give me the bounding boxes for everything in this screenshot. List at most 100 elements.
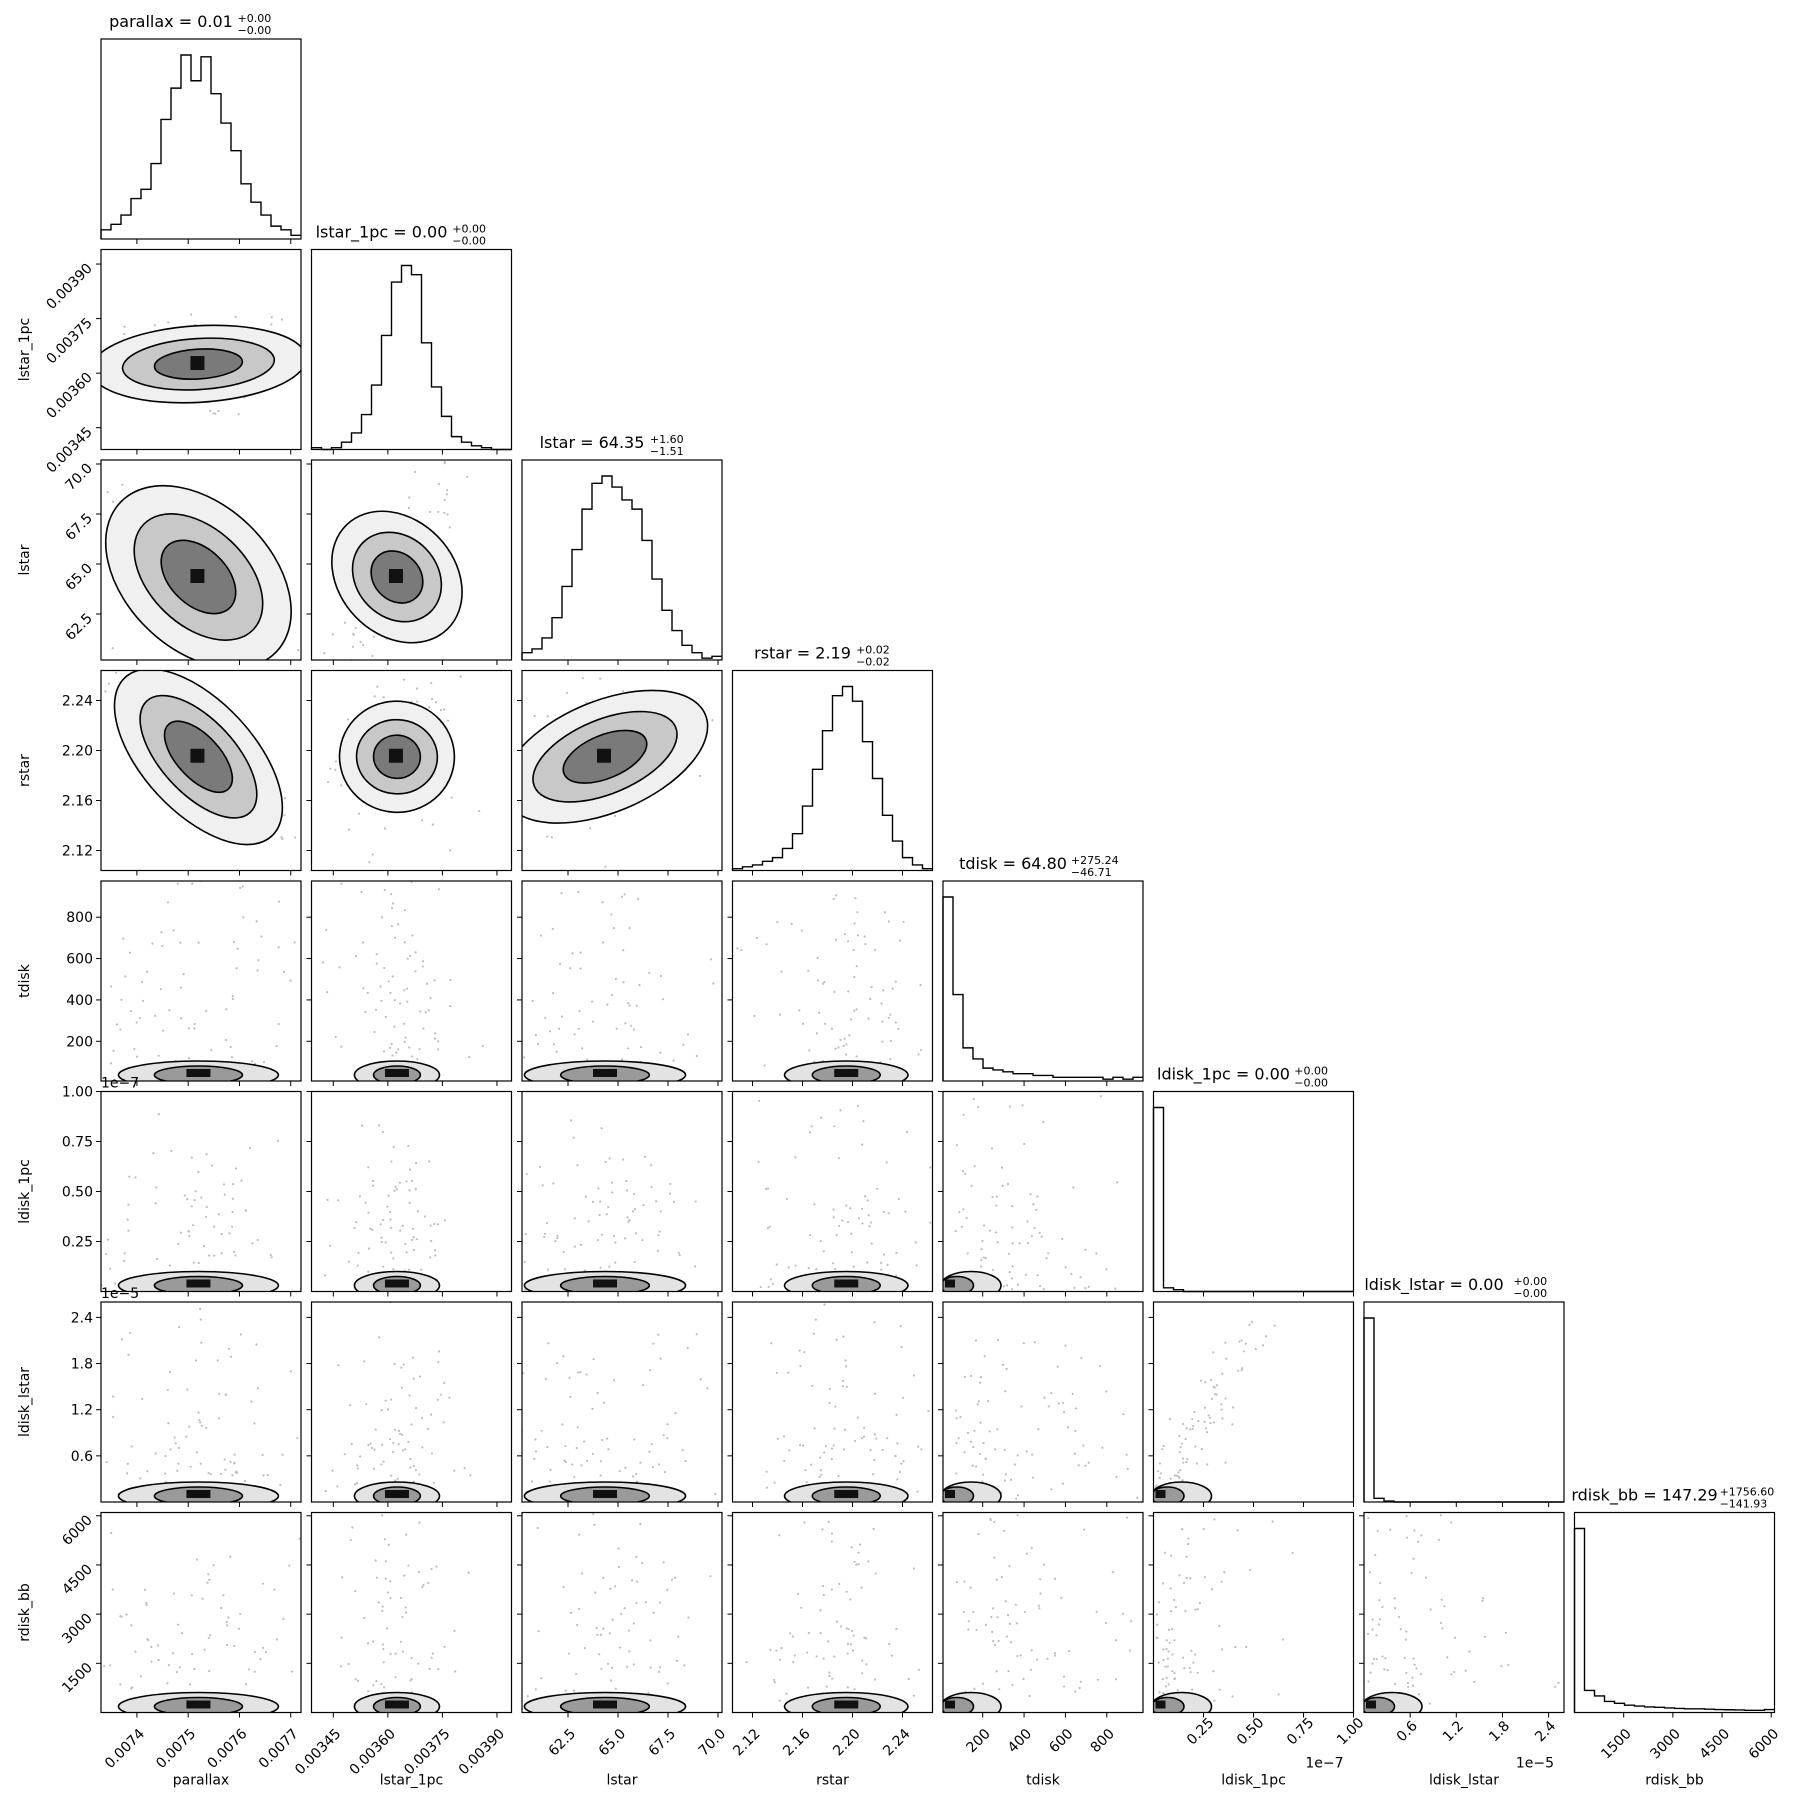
sample-point — [394, 1479, 397, 1482]
sample-point — [390, 1042, 393, 1045]
sample-point — [543, 1235, 546, 1239]
sample-point — [1196, 1608, 1199, 1611]
sample-point — [764, 1187, 768, 1191]
sample-point — [583, 1440, 586, 1443]
sample-point — [611, 1181, 614, 1184]
sample-point — [1203, 1406, 1206, 1409]
sample-point — [1065, 1366, 1067, 1368]
y-tick-label: 0.00390 — [44, 261, 96, 313]
sample-point — [572, 1136, 575, 1139]
sample-point — [449, 978, 452, 981]
panel-content — [321, 881, 484, 1081]
sample-point — [567, 855, 569, 857]
sample-point — [846, 1642, 849, 1646]
y-tick-label: 200 — [66, 1034, 93, 1050]
sample-point — [618, 1469, 621, 1473]
sample-point — [994, 1448, 997, 1451]
sample-point — [199, 1307, 202, 1311]
sample-point — [1231, 1695, 1234, 1698]
sample-point — [625, 1180, 628, 1183]
sample-point — [508, 1479, 510, 1481]
sample-point — [564, 1689, 567, 1692]
panel-title: ldisk_lstar = 0.00 — [1364, 1275, 1503, 1295]
sample-point — [860, 1207, 864, 1210]
sample-point — [745, 1661, 748, 1664]
sample-point — [1482, 1597, 1485, 1600]
sample-point — [1413, 1529, 1416, 1532]
sample-point — [657, 1463, 661, 1466]
sample-point — [1014, 1603, 1017, 1606]
sample-point — [973, 1429, 976, 1432]
sample-point — [894, 1404, 896, 1406]
sample-point — [157, 1054, 160, 1057]
sample-point — [900, 1462, 903, 1465]
sample-point — [197, 1411, 200, 1414]
sample-point — [518, 781, 520, 783]
sample-point — [981, 1473, 985, 1476]
sample-point — [695, 1054, 698, 1058]
sample-point — [105, 1460, 108, 1464]
x-tick-label: 3000 — [1647, 1726, 1684, 1763]
sample-point — [363, 1051, 365, 1053]
panel-content — [103, 1512, 301, 1713]
x-tick-label: 67.5 — [646, 1726, 679, 1759]
sample-point — [150, 1645, 153, 1649]
sample-point — [121, 483, 124, 486]
sample-point — [811, 1384, 814, 1387]
sample-point — [773, 1680, 776, 1684]
sample-point — [592, 1513, 595, 1516]
sample-point — [969, 1374, 973, 1378]
sample-point — [770, 1342, 773, 1345]
sample-point — [766, 1187, 770, 1190]
sample-point — [1115, 1475, 1118, 1478]
sample-point — [1105, 1268, 1108, 1271]
sample-point — [612, 1379, 616, 1382]
sample-point — [380, 1463, 383, 1466]
sample-point — [1045, 1257, 1048, 1260]
sample-point — [398, 1368, 400, 1370]
sample-point — [401, 1615, 404, 1618]
sample-point — [579, 1429, 581, 1431]
sample-point — [659, 1210, 662, 1213]
sample-point — [1405, 1515, 1408, 1518]
sample-point — [296, 1436, 299, 1440]
sample-point — [379, 985, 382, 988]
sample-point — [1463, 1427, 1465, 1429]
sample-point — [765, 1486, 769, 1489]
sample-point — [579, 967, 582, 970]
sample-point — [656, 1249, 660, 1252]
sample-point — [820, 1116, 823, 1119]
sample-point — [624, 1022, 627, 1025]
sample-point — [367, 1247, 371, 1250]
sample-point — [400, 1386, 403, 1389]
sample-point — [1500, 1665, 1503, 1668]
sample-point — [392, 1257, 395, 1260]
sample-point — [429, 1256, 432, 1259]
sample-point — [1405, 1671, 1408, 1674]
sample-point — [404, 1606, 407, 1609]
sample-point — [1453, 1670, 1456, 1674]
sample-point — [1203, 1576, 1207, 1579]
sample-point — [290, 1670, 294, 1673]
err-down: −0.02 — [856, 656, 890, 669]
sample-point — [1009, 1641, 1013, 1644]
sample-point — [445, 488, 449, 492]
sample-point — [615, 1027, 618, 1030]
sample-point — [729, 989, 731, 991]
panel-content — [109, 881, 365, 1081]
sample-point — [584, 1195, 587, 1198]
sample-point — [437, 510, 440, 513]
scatter-panel-lstar-rstar — [517, 669, 723, 876]
sample-point — [372, 1184, 375, 1187]
sample-point — [645, 800, 647, 802]
sample-point — [1125, 1453, 1128, 1456]
sample-point — [1277, 1693, 1280, 1696]
sample-point — [591, 1200, 595, 1203]
sample-point — [783, 1459, 786, 1463]
sample-point — [895, 1251, 898, 1255]
sample-point — [1181, 1457, 1185, 1460]
sample-point — [1105, 1390, 1108, 1393]
sample-point — [563, 1459, 566, 1462]
sample-point — [848, 1034, 851, 1037]
sample-point — [1032, 1203, 1035, 1206]
